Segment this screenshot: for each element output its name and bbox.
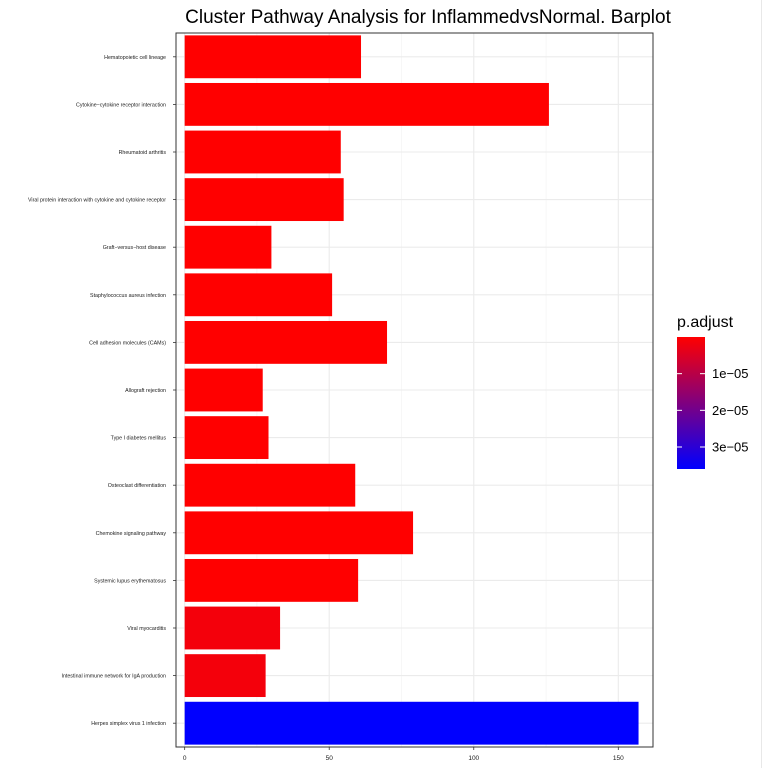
bar xyxy=(184,368,263,412)
bar xyxy=(184,701,639,745)
category-label: Staphylococcus aureus infection xyxy=(90,293,166,299)
bar xyxy=(184,130,341,174)
x-tick-label: 150 xyxy=(613,755,624,762)
bar xyxy=(184,82,549,126)
category-label: Viral myocarditis xyxy=(127,626,166,632)
category-label: Cell adhesion molecules (CAMs) xyxy=(89,340,166,346)
category-label: Graft−versus−host disease xyxy=(103,245,166,251)
category-label: Hematopoietic cell lineage xyxy=(104,55,166,61)
legend-label: 3e−05 xyxy=(712,440,749,455)
legend-label: 1e−05 xyxy=(712,366,749,381)
bar xyxy=(184,35,362,79)
category-label: Osteoclast differentiation xyxy=(108,483,166,489)
legend-label: 2e−05 xyxy=(712,403,749,418)
category-label: Cytokine−cytokine receptor interaction xyxy=(76,102,166,108)
bar xyxy=(184,558,359,602)
bar xyxy=(184,606,281,650)
window-edge xyxy=(761,0,762,768)
x-tick-label: 100 xyxy=(468,755,479,762)
bar xyxy=(184,654,266,698)
legend-title: p.adjust xyxy=(677,314,734,331)
legend-colorbar xyxy=(677,337,705,469)
bar xyxy=(184,225,272,269)
chart-title: Cluster Pathway Analysis for Inflammedvs… xyxy=(185,7,671,28)
category-label: Chemokine signaling pathway xyxy=(96,531,167,537)
category-label: Systemic lupus erythematosus xyxy=(94,578,166,584)
bar xyxy=(184,320,388,364)
bar xyxy=(184,178,344,222)
legend: p.adjust 1e−05 2e−05 3e−05 xyxy=(677,314,749,469)
category-label: Intestinal immune network for IgA produc… xyxy=(61,674,166,680)
category-label: Allograft rejection xyxy=(125,388,166,394)
category-label: Viral protein interaction with cytokine … xyxy=(28,198,166,204)
category-label: Herpes simplex virus 1 infection xyxy=(91,721,166,727)
x-tick-label: 50 xyxy=(326,755,334,762)
plot-panel: Hematopoietic cell lineage Cytokine−cytok… xyxy=(28,32,654,762)
bar xyxy=(184,463,356,507)
bar xyxy=(184,273,333,317)
bar xyxy=(184,511,414,555)
x-tick-label: 0 xyxy=(183,755,187,762)
category-label: Type I diabetes mellitus xyxy=(111,436,167,442)
bar xyxy=(184,416,269,460)
category-label: Rheumatoid arthritis xyxy=(119,150,167,156)
